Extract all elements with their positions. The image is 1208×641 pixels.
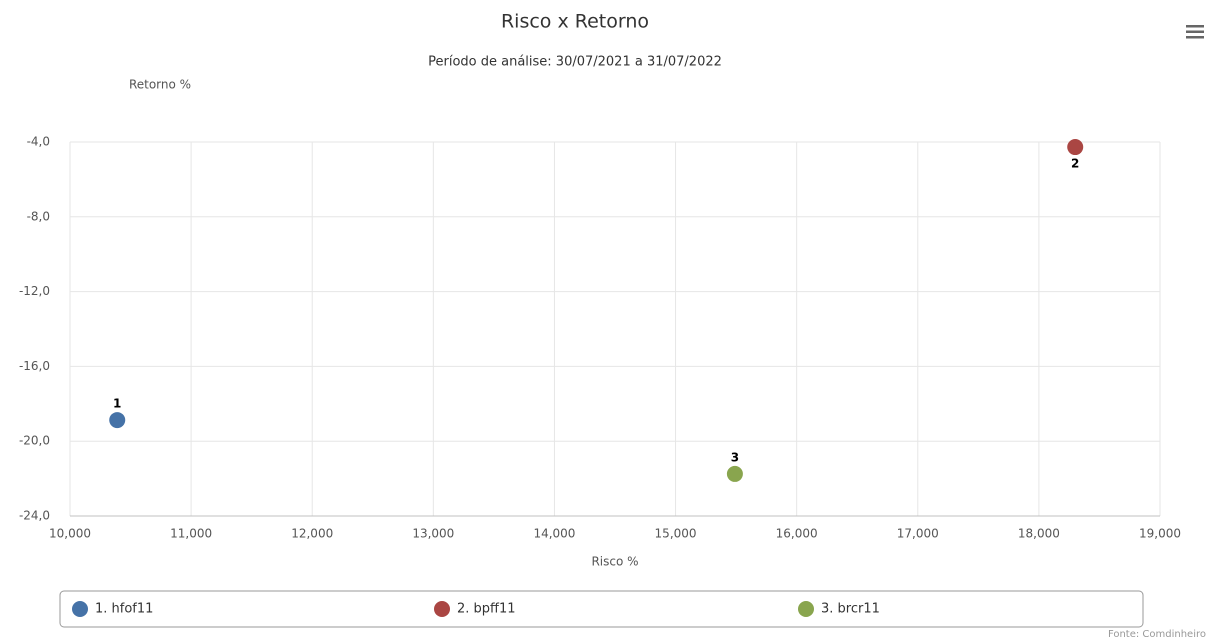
y-tick-label: -4,0 xyxy=(27,135,50,149)
x-tick-label: 18,000 xyxy=(1018,527,1060,541)
chart-subtitle: Período de análise: 30/07/2021 a 31/07/2… xyxy=(428,55,722,70)
chart-title: Risco x Retorno xyxy=(501,11,649,33)
legend-box xyxy=(59,590,1144,628)
legend-marker xyxy=(434,601,450,617)
x-tick-label: 14,000 xyxy=(533,527,575,541)
y-tick-label: -16,0 xyxy=(19,359,50,373)
legend-marker xyxy=(798,601,814,617)
point xyxy=(109,412,126,429)
y-tick-label: -8,0 xyxy=(27,209,50,223)
legend-label: 2. bpff11 xyxy=(457,602,516,617)
menu-icon[interactable] xyxy=(1186,25,1204,39)
legend-label: 1. hfof11 xyxy=(95,602,153,617)
x-tick-label: 13,000 xyxy=(412,527,454,541)
point xyxy=(1067,139,1084,156)
x-tick-label: 16,000 xyxy=(776,527,818,541)
x-tick-label: 19,000 xyxy=(1139,527,1181,541)
y-tick-label: -12,0 xyxy=(19,284,50,298)
x-tick-label: 17,000 xyxy=(897,527,939,541)
point-label: 2 xyxy=(1071,157,1079,171)
point-label: 1 xyxy=(113,397,121,411)
x-tick-label: 12,000 xyxy=(291,527,333,541)
legend-label: 3. brcr11 xyxy=(821,602,880,617)
x-tick-label: 15,000 xyxy=(655,527,697,541)
legend-marker xyxy=(72,601,88,617)
point xyxy=(726,465,743,482)
x-tick-label: 10,000 xyxy=(49,527,91,541)
y-tick-label: -24,0 xyxy=(19,509,50,523)
source: Fonte: Comdinheiro xyxy=(1108,629,1206,640)
x-axis-title: Risco % xyxy=(591,555,638,569)
y-axis-title: Retorno % xyxy=(129,78,191,92)
point-label: 3 xyxy=(731,450,739,464)
y-tick-label: -20,0 xyxy=(19,434,50,448)
x-tick-label: 11,000 xyxy=(170,527,212,541)
